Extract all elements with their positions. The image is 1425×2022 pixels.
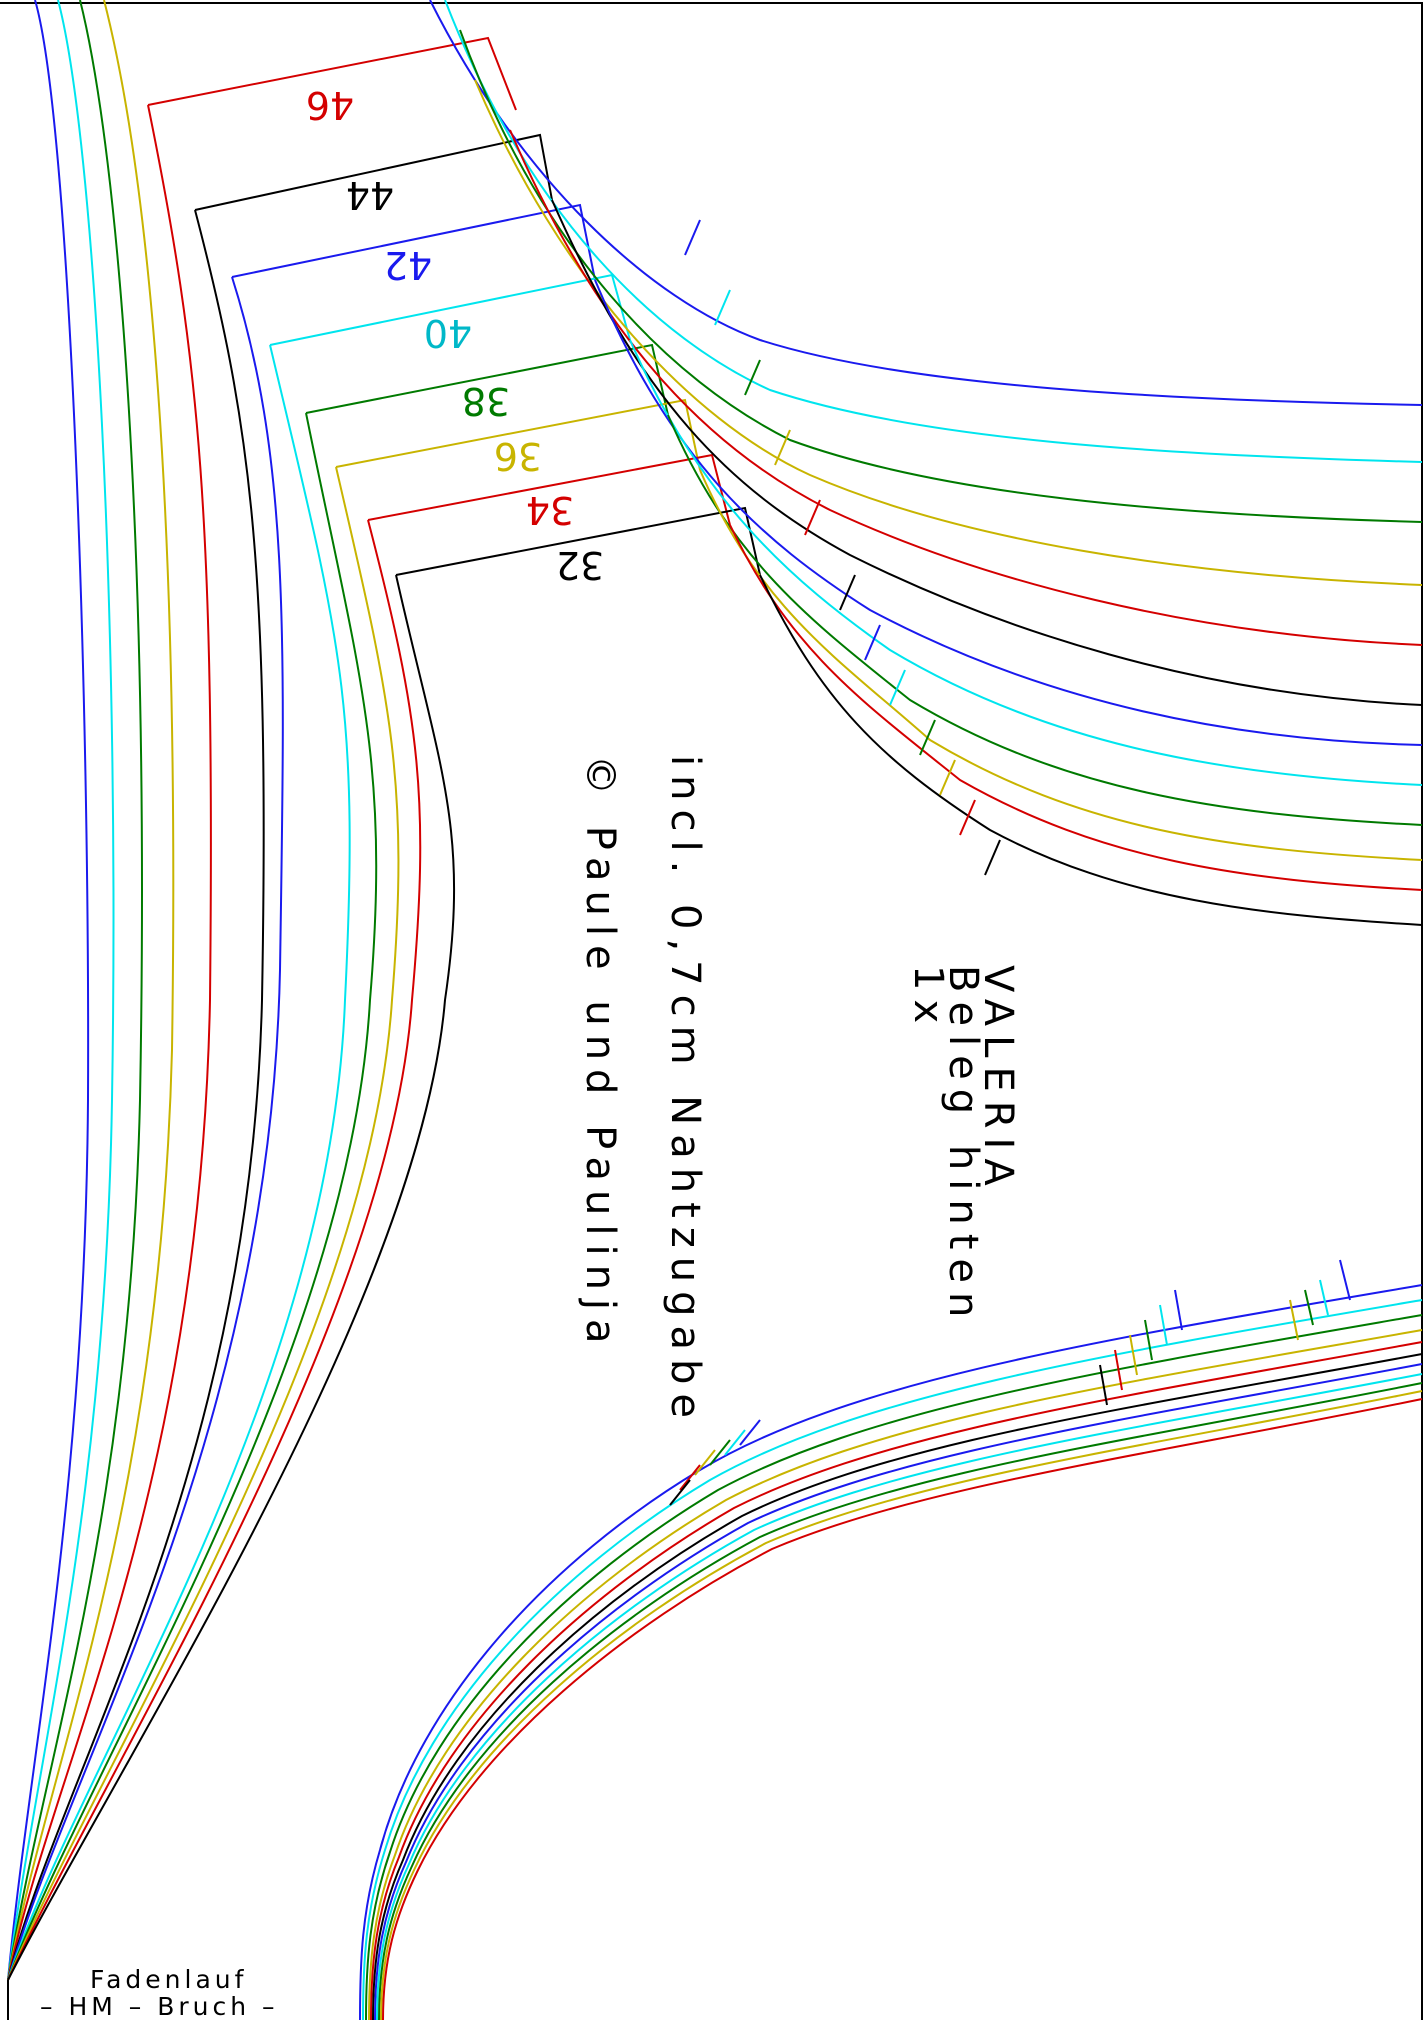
seam-allowance-note: incl. 0,7cm Nahtzugabe [662, 755, 708, 1427]
notch-mark [1099, 1364, 1108, 1406]
notch-mark [1174, 1289, 1183, 1331]
lower-curve [368, 1329, 1423, 2021]
neckline-curve [667, 414, 1423, 826]
left-fan-line [7, 344, 351, 1981]
lower-curve [376, 1373, 1423, 2021]
notch-mark [939, 759, 956, 796]
left-fan-line [7, 574, 456, 1981]
shoulder-line-38 [305, 343, 669, 416]
neckline-curve [729, 524, 1423, 891]
shoulder-line-36 [335, 398, 701, 471]
size-label-46: 46 [306, 83, 354, 127]
notch-mark [959, 799, 976, 836]
size-label-32: 32 [556, 543, 604, 587]
size-labels: 46 44 42 40 38 36 34 32 [306, 83, 604, 587]
neckline-curve [699, 469, 1423, 861]
notch-mark [744, 359, 761, 396]
notch-mark [804, 499, 821, 536]
notch-mark [919, 719, 936, 756]
lower-curve [378, 1382, 1423, 2021]
notch-mark [739, 1419, 761, 1446]
piece-name: Beleg hinten [940, 965, 986, 1326]
copyright-note: © Paule und Paulinja [577, 755, 623, 1353]
notch-mark [984, 839, 1001, 876]
left-fan-line [7, 412, 378, 1981]
notch-mark [1304, 1289, 1314, 1326]
notch-mark [774, 429, 791, 466]
notch-mark [864, 624, 881, 661]
lower-curve [374, 1363, 1423, 2021]
notch-mark [1114, 1349, 1123, 1391]
lower-curve [370, 1341, 1423, 2021]
lower-curve [365, 1314, 1423, 2021]
lower-notches [669, 1259, 1351, 1506]
left-fan-line [7, 466, 400, 1981]
neckline-curves [429, 0, 1423, 926]
neckline-curve [444, 0, 1423, 463]
notch-mark [709, 1439, 731, 1466]
notch-mark [1129, 1334, 1138, 1376]
shoulder-lines [147, 36, 761, 576]
notch-mark [714, 289, 731, 326]
shoulder-line-32 [395, 506, 761, 576]
piece-quantity: 1x [905, 965, 951, 1032]
notch-mark [724, 1429, 746, 1456]
notch-mark [1339, 1259, 1351, 1301]
lower-curve [362, 1299, 1423, 2021]
notch-mark [839, 574, 856, 611]
fold-line-label: – HM – Bruch – [40, 1992, 279, 2021]
lower-curve [382, 1398, 1423, 2021]
neckline-curve [759, 574, 1423, 926]
neckline-curve [429, 0, 1423, 406]
notch-mark [889, 669, 906, 706]
left-fan-line [7, 104, 212, 1981]
left-fan-line [7, 276, 284, 1981]
neckline-curve [551, 199, 1423, 706]
lower-curve [359, 1284, 1423, 2021]
shoulder-line-34 [367, 453, 731, 526]
notch-mark [1159, 1304, 1168, 1346]
size-label-40: 40 [424, 311, 472, 355]
left-fan-line [7, 209, 265, 1981]
size-label-44: 44 [346, 173, 394, 217]
left-fan-line [7, 0, 143, 1981]
lower-curve [372, 1353, 1423, 2021]
lower-curves [359, 1284, 1423, 2021]
notch-mark [1319, 1279, 1329, 1316]
notch-mark [679, 1464, 701, 1491]
neckline-curve [629, 339, 1423, 786]
size-label-38: 38 [462, 379, 510, 423]
neckline-curve [474, 79, 1423, 586]
size-label-34: 34 [526, 488, 574, 532]
notch-mark [669, 1479, 691, 1506]
pattern-title: VALERIA [975, 965, 1021, 1195]
notch-mark [694, 1449, 716, 1476]
lower-curve [380, 1390, 1423, 2021]
neckline-curve [509, 129, 1423, 646]
left-fan-line [7, 0, 115, 1981]
left-fan-line [7, 0, 90, 1981]
grain-line-label: Fadenlauf [90, 1965, 247, 1994]
notch-mark [684, 219, 701, 256]
notch-mark [1144, 1319, 1153, 1361]
neckline-notches [684, 219, 1001, 876]
size-label-36: 36 [494, 434, 542, 478]
left-fan-lines [7, 0, 456, 1981]
shoulder-line-42 [231, 203, 596, 281]
shoulder-line-46 [147, 36, 517, 111]
notch-mark [1289, 1299, 1299, 1341]
size-label-42: 42 [384, 243, 432, 287]
left-fan-line [7, 519, 422, 1981]
left-fan-line [7, 0, 175, 1981]
